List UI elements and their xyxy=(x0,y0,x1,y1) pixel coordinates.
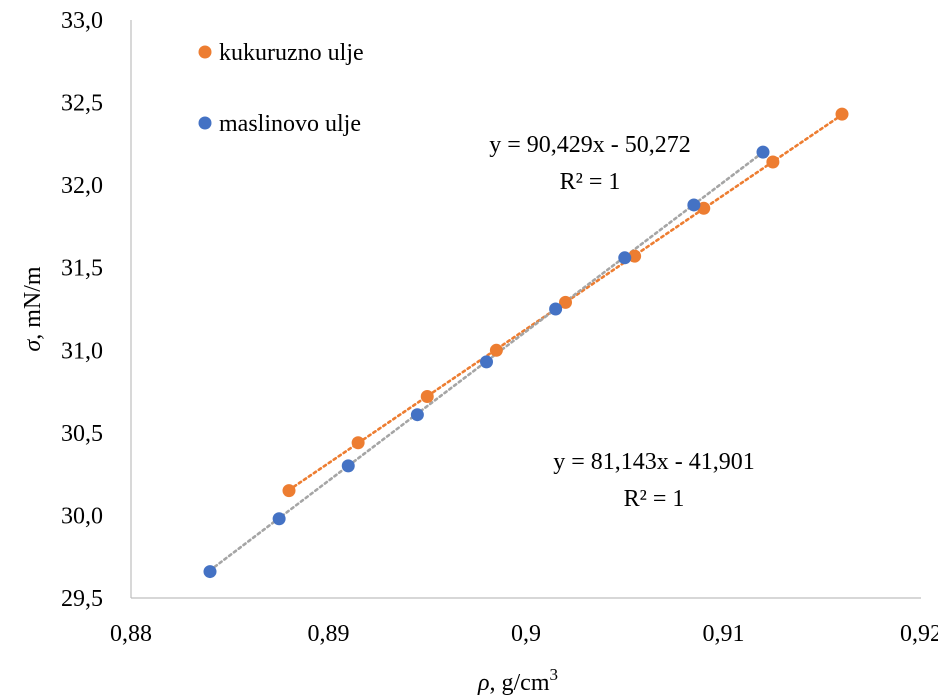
trendline-maslinovo xyxy=(208,150,765,572)
x-tick-label: 0,9 xyxy=(511,621,541,647)
legend-label-kukuruzno: kukuruzno ulje xyxy=(219,40,364,66)
equation-maslinovo: y = 90,429x - 50,272 xyxy=(489,132,691,158)
data-point-kukuruzno xyxy=(282,484,296,498)
trend-equation-maslinovo: y = 90,429x - 50,272 R² = 1 xyxy=(489,132,691,195)
trendline-kukuruzno xyxy=(287,113,844,492)
data-point-kukuruzno xyxy=(351,436,365,450)
y-tick-label: 30,0 xyxy=(61,503,103,529)
r2-kukuruzno: R² = 1 xyxy=(624,486,685,512)
data-point-maslinovo xyxy=(272,512,286,526)
x-axis-unit: , g/cm xyxy=(490,670,550,696)
legend-marker-kukuruzno xyxy=(198,45,212,59)
data-point-kukuruzno xyxy=(766,155,780,169)
y-tick-label: 32,5 xyxy=(61,91,103,117)
y-tick-label: 29,5 xyxy=(61,586,103,612)
x-axis-title: ρ, g/cm3 xyxy=(477,665,558,696)
y-tick-labels: 29,5 30,0 30,5 31,0 31,5 32,0 32,5 33,0 xyxy=(61,8,103,612)
data-point-kukuruzno xyxy=(420,390,434,404)
x-tick-label: 0,88 xyxy=(110,621,152,647)
data-point-kukuruzno xyxy=(628,249,642,263)
data-point-kukuruzno xyxy=(697,201,711,215)
r2-maslinovo: R² = 1 xyxy=(560,169,621,195)
x-tick-labels: 0,88 0,89 0,9 0,91 0,92 xyxy=(110,621,938,647)
y-tick-label: 31,0 xyxy=(61,338,103,364)
trendlines xyxy=(208,113,844,572)
data-point-kukuruzno xyxy=(559,295,572,309)
trend-equation-kukuruzno: y = 81,143x - 41,901 R² = 1 xyxy=(553,449,755,512)
data-point-maslinovo xyxy=(756,145,770,159)
y-axis-title: σ, mN/m xyxy=(20,266,46,352)
data-point-maslinovo xyxy=(203,565,217,579)
data-point-maslinovo xyxy=(410,408,424,422)
data-point-maslinovo xyxy=(549,302,563,316)
x-axis-symbol: ρ xyxy=(477,670,490,696)
x-axis-unit-exponent: 3 xyxy=(550,665,559,684)
y-tick-label: 31,5 xyxy=(61,256,103,282)
equation-kukuruzno: y = 81,143x - 41,901 xyxy=(553,449,755,475)
data-point-maslinovo xyxy=(480,355,493,369)
legend-label-maslinovo: maslinovo ulje xyxy=(219,111,361,137)
x-tick-label: 0,91 xyxy=(703,621,745,647)
x-tick-label: 0,89 xyxy=(308,621,350,647)
legend-marker-maslinovo xyxy=(198,116,212,130)
data-point-maslinovo xyxy=(687,198,701,212)
y-axis-unit: , mN/m xyxy=(20,266,46,340)
data-points xyxy=(203,107,849,579)
y-tick-label: 33,0 xyxy=(61,8,103,34)
data-point-maslinovo xyxy=(341,459,355,473)
x-tick-label: 0,92 xyxy=(900,621,938,647)
data-point-kukuruzno xyxy=(835,107,849,121)
y-tick-label: 30,5 xyxy=(61,421,103,447)
legend: kukuruzno ulje maslinovo ulje xyxy=(198,40,364,137)
data-point-kukuruzno xyxy=(489,343,503,357)
data-point-maslinovo xyxy=(618,251,632,265)
y-tick-label: 32,0 xyxy=(61,173,103,199)
y-axis-symbol: σ xyxy=(20,339,46,352)
